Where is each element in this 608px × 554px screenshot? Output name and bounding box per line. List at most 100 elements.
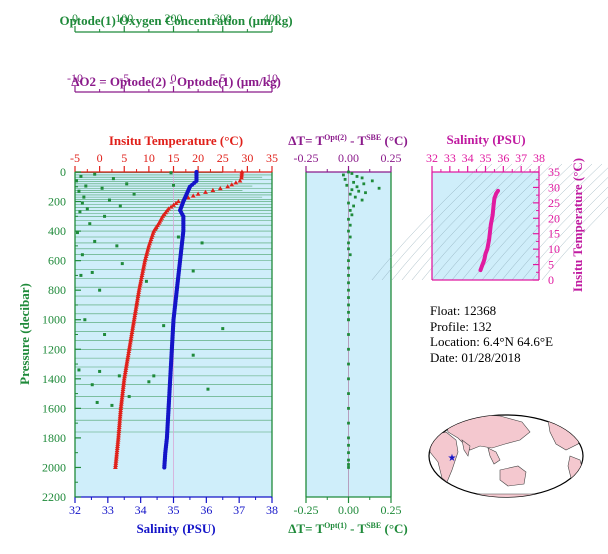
delta-t-top-unit: (°C) (381, 133, 408, 148)
ts-salinity-axis-tick-label: 34 (462, 151, 474, 165)
delta-t-point (355, 175, 359, 178)
temperature-point (124, 359, 130, 364)
ts-salinity-axis-tick-label: 37 (515, 151, 527, 165)
temperature-point (141, 264, 147, 269)
pressure-axis-tick-label: 800 (48, 283, 66, 297)
ts-temperature-axis-tick-label: 35 (548, 165, 560, 179)
temperature-point (126, 350, 131, 356)
float-location: Location: 6.4°N 64.6°E (430, 334, 554, 349)
delta-t-bottom-axis: -0.25 0.00 0.25 (294, 496, 402, 517)
temperature-point (144, 249, 150, 254)
temperature-point (239, 173, 245, 178)
temperature-point (119, 399, 124, 404)
float-info: Float: 12368 Profile: 132 Location: 6.4°… (430, 303, 553, 365)
salinity-axis: 32 33 34 35 36 37 38 (69, 496, 278, 517)
delta-t-point (347, 281, 350, 285)
temperature-point (116, 426, 122, 432)
ts-panel-frame (431, 172, 539, 281)
ts-density-contour (481, 163, 593, 281)
temperature-point (128, 338, 133, 343)
delta-t-top-axis-tick-label: 0.00 (338, 151, 359, 165)
temperature-point (137, 281, 143, 286)
land-india (461, 439, 471, 457)
oxygen-point (88, 222, 92, 226)
ts-salinity-axis-tick-label: 36 (497, 151, 509, 165)
temperature-axis-tick-label: 35 (266, 151, 278, 165)
delta-o2-axis-tick-label: 10 (266, 71, 278, 85)
temperature-point (130, 323, 136, 328)
delta-t-point (362, 182, 366, 186)
oxygen-point (98, 369, 102, 373)
oxygen-point (120, 262, 124, 266)
temperature-point (140, 268, 146, 273)
ts-point (485, 247, 490, 251)
delta-t-point (347, 347, 350, 351)
temperature-point (132, 312, 138, 318)
pressure-axis-tick-label: 1800 (42, 431, 66, 445)
ts-density-contour (531, 196, 608, 281)
oxygen-point (172, 183, 175, 187)
oxygen-point (191, 353, 195, 357)
oxygen-point (83, 318, 87, 322)
temperature-point (116, 424, 122, 429)
temperature-point (137, 285, 142, 290)
temperature-point (125, 355, 131, 360)
delta-t-point (353, 195, 357, 199)
temperature-point (132, 315, 137, 320)
temperature-point (185, 195, 191, 200)
salinity-axis-tick-label: 37 (233, 503, 245, 517)
temperature-point (118, 405, 124, 410)
temperature-point (144, 251, 150, 256)
delta-t-bottom-axis-tick-label: 0.25 (381, 503, 402, 517)
temperature-axis-label: Insitu Temperature (°C) (109, 133, 243, 148)
temperature-point (134, 300, 140, 305)
temperature-point (122, 369, 128, 375)
delta-t-point (352, 204, 355, 208)
temperature-point (123, 365, 129, 370)
oxygen-point (111, 177, 115, 181)
temperature-point (142, 260, 147, 265)
delta-o2-axis-tick-label: 0 (171, 71, 177, 85)
temperature-point (138, 277, 144, 282)
ts-point (478, 268, 483, 272)
temperature-point (116, 422, 122, 427)
oxygen-point (127, 395, 131, 399)
ts-temperature-axis-tick-label: 10 (548, 242, 560, 256)
delta-t-top-axis: -0.25 0.00 0.25 (294, 151, 402, 173)
ts-density-contour (371, 163, 483, 281)
temperature-point (142, 258, 148, 263)
temperature-point (114, 447, 120, 453)
delta-t-point (345, 183, 349, 187)
temperature-axis-tick-label: 15 (168, 151, 180, 165)
ts-salinity-axis-tick-label: 32 (426, 151, 438, 165)
oxygen-point (103, 333, 107, 336)
temperature-point (233, 180, 239, 185)
temperature-point (135, 296, 141, 301)
delta-t-point (347, 392, 350, 395)
ts-series (478, 188, 500, 273)
delta-t-point (347, 362, 350, 366)
oxygen-point (79, 174, 83, 178)
delta-t-point (360, 176, 364, 180)
ts-density-contour (521, 186, 608, 281)
temperature-point (130, 325, 136, 330)
delta-t-point (364, 191, 367, 195)
ts-density-contour (541, 206, 608, 281)
oxygen-point (144, 279, 148, 283)
oxygen-axis-tick-label: 300 (214, 11, 232, 25)
oxygen-point (169, 171, 173, 175)
temperature-point (176, 198, 181, 204)
delta-t-bottom-label: ΔT= TOpt(1) - TSBE (°C) (288, 521, 407, 536)
temperature-point (145, 245, 151, 250)
oxygen-point (221, 327, 225, 331)
delta-t-point (347, 406, 350, 410)
oxygen-point (125, 182, 129, 186)
delta-o2-axis-tick-label: 5 (220, 71, 226, 85)
temperature-point (114, 452, 120, 457)
oxygen-point (191, 269, 195, 273)
ts-point (489, 222, 493, 227)
oxygen-axis-tick-label: 200 (165, 11, 183, 25)
temperature-point (128, 334, 134, 339)
temperature-point (121, 378, 127, 383)
